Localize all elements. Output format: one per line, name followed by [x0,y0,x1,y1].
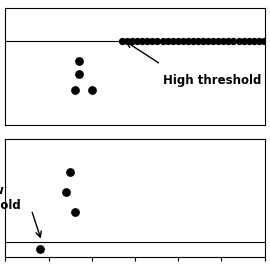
Point [140,39,144,43]
Point [150,39,155,43]
Point [77,59,81,63]
Point [231,39,236,43]
Point [64,190,68,194]
Point [181,39,185,43]
Point [267,39,270,43]
Point [38,247,42,252]
Point [247,39,251,43]
Point [252,39,256,43]
Point [72,210,77,214]
Point [186,39,190,43]
Point [125,39,129,43]
Point [166,39,170,43]
Point [191,39,195,43]
Point [90,88,94,92]
Text: High threshold: High threshold [163,74,261,87]
Point [206,39,210,43]
Point [130,39,134,43]
Point [120,39,124,43]
Point [221,39,225,43]
Point [155,39,160,43]
Point [201,39,205,43]
Point [236,39,241,43]
Point [226,39,231,43]
Point [176,39,180,43]
Point [216,39,220,43]
Text: w
hold: w hold [0,184,21,212]
Point [68,170,72,174]
Point [241,39,246,43]
Point [72,88,77,92]
Point [256,39,261,43]
Point [196,39,200,43]
Point [211,39,215,43]
Point [160,39,165,43]
Point [145,39,150,43]
Point [77,72,81,76]
Point [262,39,266,43]
Point [135,39,139,43]
Point [171,39,175,43]
